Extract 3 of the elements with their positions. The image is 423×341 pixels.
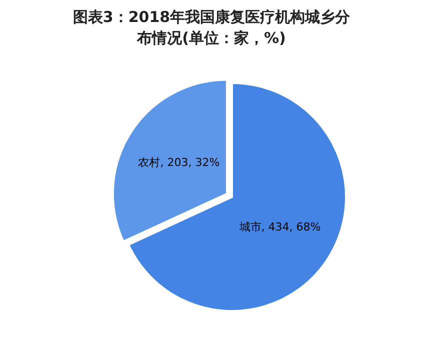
slice-label: 城市, 434, 68% [238, 220, 321, 234]
slice-label: 农村, 203, 32% [138, 156, 220, 170]
chart-title: 图表3：2018年我国康复医疗机构城乡分布情况(单位：家，%) [72, 8, 352, 47]
